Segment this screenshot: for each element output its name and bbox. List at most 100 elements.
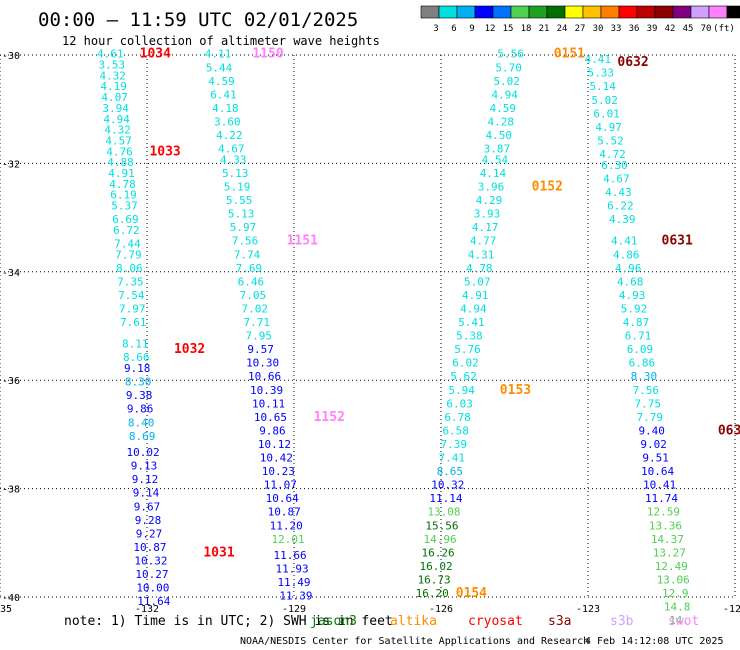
wave-height-point: 4.32	[104, 124, 131, 137]
wave-height-point: 5.94	[448, 384, 475, 397]
y-tick-label: -30	[2, 51, 20, 62]
wave-height-point: 3.87	[484, 143, 511, 156]
wave-height-point: 5.38	[456, 330, 483, 343]
legend-swatch	[438, 5, 458, 19]
legend-swatch	[546, 5, 566, 19]
wave-height-point: 7.97	[119, 302, 146, 315]
wave-height-point: 9.27	[136, 527, 163, 540]
wave-height-point: 4.22	[216, 129, 243, 142]
legend-swatch	[510, 5, 530, 19]
wave-height-point: 4.91	[462, 289, 489, 302]
legend-tick: 45	[683, 24, 694, 34]
wave-height-point: 5.55	[226, 194, 253, 207]
wave-height-point: 10.64	[266, 492, 299, 505]
wave-height-point: 10.32	[134, 554, 167, 567]
wave-height-point: 4.86	[613, 248, 640, 261]
wave-height-point: 7.71	[244, 316, 271, 329]
wave-height-point: 4.33	[220, 153, 247, 166]
legend-swatch	[564, 5, 584, 19]
wave-height-point: 16.20	[416, 587, 449, 600]
wave-height-point: 7.56	[232, 235, 259, 248]
wave-height-point: 4.28	[488, 115, 515, 128]
wave-height-point: 6.01	[593, 107, 620, 120]
wave-height-point: 11.66	[274, 549, 307, 562]
pass-time-label: 0154	[456, 586, 487, 601]
footer: note: 1) Time is in UTC; 2) SWH is in fe…	[64, 614, 723, 647]
plot-area: -135 -132 -129 -126 -123 -120 -30 -32 -34 -36 -38 -…	[0, 47, 740, 627]
wave-height-point: 10.12	[258, 438, 291, 451]
satellite-key-item: s3b	[610, 614, 634, 629]
legend-swatch	[582, 5, 602, 19]
y-tick-label: -34	[2, 268, 20, 279]
pass-time-label: 1032	[174, 342, 205, 357]
wave-height-point: 11.74	[645, 492, 678, 505]
wave-height-point: 8.66	[123, 351, 150, 364]
legend-swatch	[420, 5, 440, 19]
wave-height-point: 4.29	[476, 194, 503, 207]
satellite-key: jason3 altika cryosat s3a s3b swot	[310, 614, 699, 629]
wave-height-point: 14.96	[423, 533, 456, 546]
pass-time-label: 1151	[287, 234, 318, 249]
legend-swatch	[690, 5, 710, 19]
wave-height-point: 10.23	[262, 465, 295, 478]
wave-height-point: 5.44	[206, 61, 233, 74]
legend-tick: 3	[433, 24, 438, 34]
wave-height-point: 8.11	[122, 338, 149, 351]
wave-height-point: 13.27	[653, 546, 686, 559]
wave-height-point: 11.49	[277, 576, 310, 589]
wave-height-point: 4.18	[212, 102, 239, 115]
legend-tick: 36	[629, 24, 640, 34]
wave-height-point: 10.66	[248, 370, 281, 383]
wave-height-point: 9.12	[132, 473, 159, 486]
wave-height-point: 5.13	[228, 208, 255, 221]
wave-height-point: 10.64	[641, 465, 674, 478]
wave-height-point: 4.78	[109, 178, 136, 191]
wave-height-point: 4.88	[107, 156, 134, 169]
wave-height-point: 5.02	[591, 94, 618, 107]
footer-credit: NOAA/NESDIS Center for Satellite Applica…	[240, 636, 589, 647]
wave-height-point: 4.67	[603, 172, 630, 185]
wave-height-point: 3.60	[214, 115, 241, 128]
wave-height-point: 14.8	[664, 601, 691, 614]
wave-height-point: 9.51	[642, 452, 669, 465]
wave-height-point: 5.62	[450, 370, 477, 383]
wave-height-point: 7.75	[635, 397, 662, 410]
wave-height-point: 4.19	[100, 80, 127, 93]
wave-height-point: 9.40	[638, 424, 665, 437]
wave-height-point: 4.11	[205, 48, 232, 61]
wave-height-point: 14.37	[651, 533, 684, 546]
wave-height-point: 7.79	[115, 248, 142, 261]
wave-height-point: 7.54	[118, 289, 145, 302]
wave-height-point: 10.87	[133, 541, 166, 554]
pass-time-label: 1150	[252, 47, 283, 62]
pass-time-label: 0152	[532, 180, 563, 195]
wave-height-point: 4.67	[218, 143, 245, 156]
wave-height-point: 6.02	[452, 357, 479, 370]
wave-height-point: 4.41	[611, 235, 638, 248]
wave-height-point: 6.46	[238, 275, 265, 288]
legend-tick: 30	[593, 24, 604, 34]
wave-height-point: 4.72	[599, 148, 626, 161]
wave-height-point: 3.93	[474, 208, 501, 221]
wave-height-point: 8.06	[116, 262, 143, 275]
wave-height-point: 4.59	[208, 75, 235, 88]
pass-time-label: 0631	[662, 234, 693, 249]
satellite-key-item: jason3	[310, 614, 357, 629]
wave-height-point: 11.39	[279, 590, 312, 603]
wave-height-point: 10.65	[254, 411, 287, 424]
legend-tick: 39	[647, 24, 658, 34]
wave-height-point: 7.56	[633, 384, 660, 397]
wave-height-point: 6.71	[625, 330, 652, 343]
wave-height-point: 9.67	[134, 500, 161, 513]
wave-height-point: 4.07	[101, 91, 128, 104]
y-tick-label: -38	[2, 485, 20, 496]
pass-time-label: 1152	[314, 410, 345, 425]
pass-time-label: 0630	[718, 423, 740, 438]
wave-height-point: 4.94	[103, 113, 130, 126]
wave-height-point: 11.93	[275, 563, 308, 576]
wave-height-point: 10.39	[250, 384, 283, 397]
wave-height-point: 5.02	[493, 75, 520, 88]
wave-height-point: 11.20	[270, 519, 303, 532]
wave-height-point: 8.69	[129, 430, 156, 443]
